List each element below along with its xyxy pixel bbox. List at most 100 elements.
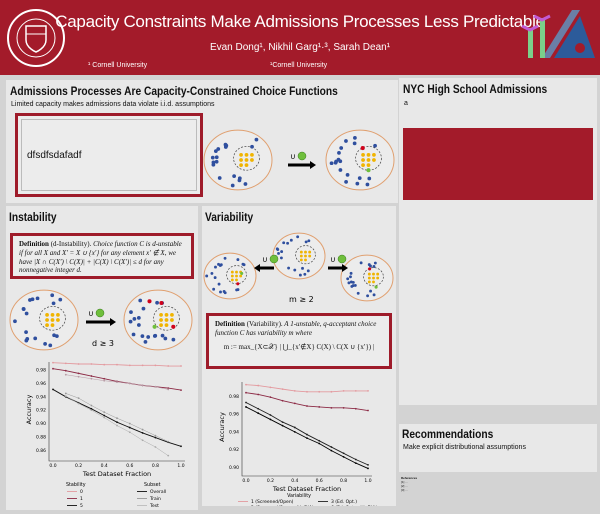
applicant-dot xyxy=(132,317,137,321)
population-circle xyxy=(9,289,79,351)
admitted-dot xyxy=(45,323,49,327)
data-point xyxy=(354,390,357,392)
applicant-dot xyxy=(355,181,360,186)
references-title: References xyxy=(401,476,418,480)
data-point xyxy=(141,439,144,442)
data-point xyxy=(342,406,345,409)
applicant-dot xyxy=(356,291,360,295)
data-point xyxy=(318,439,321,442)
data-point xyxy=(64,362,67,365)
applicant-dot xyxy=(30,297,35,302)
applicant-dot xyxy=(146,335,151,339)
data-point xyxy=(154,446,157,448)
admitted-dot xyxy=(250,153,254,157)
admitted-dot xyxy=(361,158,365,162)
applicant-dot xyxy=(24,338,29,343)
data-point xyxy=(154,434,157,437)
data-point xyxy=(154,436,157,439)
applicant-dot xyxy=(43,342,47,346)
applicant-dot xyxy=(232,174,236,178)
data-point xyxy=(257,384,260,387)
admitted-dot xyxy=(50,323,55,327)
data-point xyxy=(354,458,357,461)
y-tick-label: 0.90 xyxy=(229,465,239,471)
applicant-dot xyxy=(155,300,159,305)
data-point xyxy=(330,406,333,409)
admitted-dot xyxy=(45,318,49,322)
data-point xyxy=(167,454,170,457)
text-box[interactable]: dfsdfsdafadf xyxy=(15,113,203,197)
x-tick-label: 0.4 xyxy=(101,463,108,469)
instability-definition: Definition (d-Instability). Choice funct… xyxy=(10,233,194,279)
y-tick-label: 0.96 xyxy=(36,381,46,387)
admitted-dot xyxy=(230,270,234,274)
data-point xyxy=(90,377,93,380)
applicant-dot xyxy=(138,298,143,303)
data-point xyxy=(180,389,182,391)
admitted-dot xyxy=(366,163,371,167)
applicant-dot xyxy=(217,176,222,180)
data-point xyxy=(90,409,93,412)
data-point xyxy=(116,363,118,366)
data-point xyxy=(167,440,170,443)
applicant-dot xyxy=(344,139,348,143)
data-point xyxy=(64,392,67,395)
data-point xyxy=(281,399,284,402)
applicant-dot xyxy=(237,178,242,183)
data-point xyxy=(293,402,296,405)
legend-title-stability: Stability xyxy=(66,482,86,488)
union-symbol: ∪ xyxy=(262,255,268,264)
population-circle xyxy=(203,129,273,191)
admitted-dot xyxy=(56,318,60,322)
y-tick-label: 0.96 xyxy=(229,412,239,418)
legend-entry-variability: 2 (Screened/Open with DIA) xyxy=(251,505,314,506)
reference-item: [1] ... xyxy=(401,480,408,484)
applicant-dot xyxy=(306,269,310,273)
applicant-dot xyxy=(298,273,302,277)
data-point xyxy=(167,388,170,391)
y-tick-label: 0.90 xyxy=(36,421,46,427)
admitted-dot xyxy=(170,313,174,317)
variability-diagram: ∪ ∪ m ≥ 2 xyxy=(203,232,394,304)
applicant-dot xyxy=(223,291,227,295)
applicant-dot xyxy=(339,146,344,150)
admitted-dot xyxy=(372,280,375,284)
admitted-dot xyxy=(372,158,376,162)
data-point xyxy=(128,364,131,367)
data-point xyxy=(293,390,296,392)
admitted-dot xyxy=(372,276,375,280)
applicant-dot xyxy=(277,252,280,255)
data-point xyxy=(154,385,157,388)
legend-entry-stability: 0 xyxy=(80,489,83,495)
applicant-dot xyxy=(304,240,308,244)
instability-chart: 0.0 0.2 0.4 0.6 0.8 1.0 0.86 0.88 0.90 0.92 0.94 0.… xyxy=(25,361,185,509)
chosen-set-boundary xyxy=(233,146,260,171)
admitted-dot xyxy=(299,254,303,258)
applicant-dot xyxy=(254,137,259,142)
new-applicant-icon xyxy=(269,254,279,264)
applicant-dot xyxy=(351,280,355,284)
nyc-figure-block xyxy=(403,128,593,200)
data-point xyxy=(367,390,369,392)
admitted-dot xyxy=(45,313,49,317)
applicant-dot xyxy=(353,283,357,287)
population-circle xyxy=(272,232,326,280)
admitted-dot xyxy=(235,270,238,274)
def-body: A 1-unstable, q-acceptant choice functio… xyxy=(215,320,377,337)
legend-entry-stability: 5 xyxy=(80,503,83,509)
applicant-dot xyxy=(35,296,40,301)
text-box-content[interactable]: dfsdfsdafadf xyxy=(21,119,197,191)
applicant-dot xyxy=(329,161,334,166)
applicant-dot xyxy=(359,261,363,265)
admitted-dot xyxy=(308,250,312,254)
choice-function-diagram: ∪ xyxy=(203,129,395,191)
y-tick-label: 0.86 xyxy=(36,448,46,454)
data-point xyxy=(141,364,144,367)
changed-dot xyxy=(159,300,164,306)
applicant-dot xyxy=(51,301,56,306)
legend-entry-variability: 1 (Screened/Open) xyxy=(251,499,294,505)
data-point xyxy=(306,390,308,393)
applicant-dot xyxy=(213,149,218,153)
admitted-dot xyxy=(304,254,307,258)
applicant-dot xyxy=(366,294,370,298)
